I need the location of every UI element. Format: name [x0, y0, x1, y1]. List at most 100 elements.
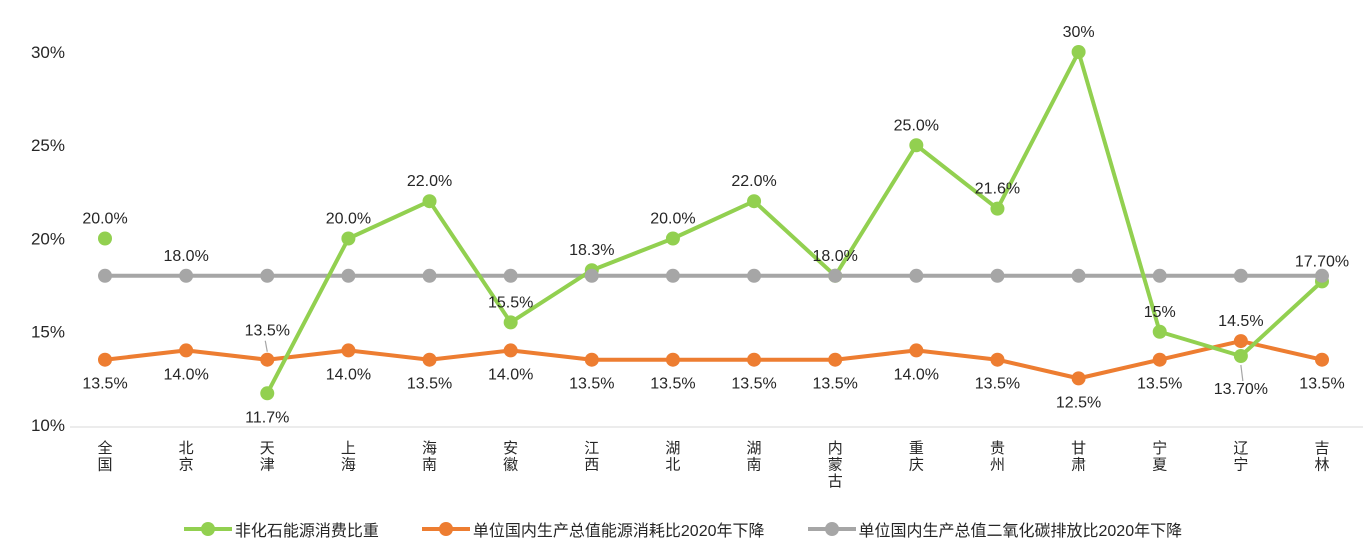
x-axis-category-label: 北京 [179, 440, 194, 474]
data-point-energy-intensity-reduction [260, 352, 275, 367]
series-line-energy-intensity-reduction [103, 339, 1324, 381]
data-label-energy-intensity-reduction: 13.5% [407, 376, 452, 393]
data-label-energy-intensity-reduction: 13.5% [82, 376, 127, 393]
data-point-non-fossil-energy-share [665, 231, 680, 246]
data-point-energy-intensity-reduction [503, 343, 518, 358]
data-point-energy-intensity-reduction [179, 343, 194, 358]
x-axis-category-label: 海南 [422, 440, 437, 474]
data-point-energy-intensity-reduction [1314, 352, 1329, 367]
data-label-non-fossil-energy-share: 20.0% [82, 211, 127, 228]
y-axis-tick-label: 20% [31, 229, 65, 248]
x-axis-category-label: 湖北 [665, 440, 680, 474]
data-point-energy-intensity-reduction [1233, 334, 1248, 349]
legend-item-non-fossil-energy-share[interactable]: 非化石能源消费比重 [183, 517, 379, 541]
x-axis-category-label: 贵州 [990, 440, 1005, 474]
data-label-non-fossil-energy-share: 13.70% [1214, 381, 1268, 398]
data-label-energy-intensity-reduction: 13.5% [975, 376, 1020, 393]
x-axis-category-label: 宁夏 [1152, 440, 1167, 474]
label-leader-line [264, 340, 268, 352]
data-point-energy-intensity-reduction [747, 352, 762, 367]
data-point-non-fossil-energy-share [341, 231, 356, 246]
x-axis-category-label: 内蒙古 [828, 440, 843, 490]
x-axis-category-label: 重庆 [909, 440, 924, 474]
data-label-non-fossil-energy-share: 22.0% [407, 173, 452, 190]
data-label-non-fossil-energy-share: 18.3% [569, 242, 614, 259]
data-point-non-fossil-energy-share [909, 138, 924, 153]
data-point-co2-intensity-reduction [98, 268, 112, 283]
x-axis-category-label: 天津 [260, 440, 275, 474]
data-label-energy-intensity-reduction: 13.5% [813, 376, 858, 393]
data-label-energy-intensity-reduction: 13.5% [569, 376, 614, 393]
data-label-energy-intensity-reduction: 13.5% [731, 376, 776, 393]
data-label-energy-intensity-reduction: 13.5% [1299, 376, 1344, 393]
legend-label: 非化石能源消费比重 [234, 523, 379, 540]
x-axis-category-label: 辽宁 [1233, 440, 1248, 474]
data-label-energy-intensity-reduction: 14.0% [326, 366, 371, 383]
data-point-energy-intensity-reduction [990, 352, 1005, 367]
data-label-energy-intensity-reduction: 14.0% [163, 366, 208, 383]
data-point-non-fossil-energy-share [260, 386, 275, 401]
data-label-energy-intensity-reduction: 14.5% [1218, 313, 1263, 330]
x-axis-category-label: 吉林 [1314, 440, 1329, 474]
data-point-energy-intensity-reduction [828, 352, 843, 367]
data-point-co2-intensity-reduction [828, 268, 843, 283]
y-axis-tick-label: 25% [31, 136, 65, 155]
data-point-energy-intensity-reduction [584, 352, 599, 367]
legend: 非化石能源消费比重 单位国内生产总值能源消耗比2020年下降 单位国内生产总值二… [0, 517, 1365, 541]
data-point-non-fossil-energy-share [1152, 324, 1167, 339]
data-point-co2-intensity-reduction [665, 268, 680, 283]
data-point-energy-intensity-reduction [1152, 352, 1167, 367]
legend-item-co2-intensity-reduction[interactable]: 单位国内生产总值二氧化碳排放比2020年下降 [807, 517, 1183, 541]
data-point-co2-intensity-reduction [909, 268, 924, 283]
label-leader-line [1240, 364, 1244, 382]
y-axis-tick-label: 10% [31, 416, 65, 435]
data-point-non-fossil-energy-share [1233, 348, 1248, 363]
legend-item-energy-intensity-reduction[interactable]: 单位国内生产总值能源消耗比2020年下降 [421, 517, 765, 541]
data-point-co2-intensity-reduction [422, 268, 437, 283]
data-label-non-fossil-energy-share: 22.0% [731, 173, 776, 190]
data-point-co2-intensity-reduction [179, 268, 194, 283]
data-point-energy-intensity-reduction [341, 343, 356, 358]
data-label-non-fossil-energy-share: 15% [1144, 304, 1176, 321]
data-point-co2-intensity-reduction [1314, 268, 1329, 283]
data-point-energy-intensity-reduction [1071, 371, 1086, 386]
data-point-co2-intensity-reduction [503, 268, 518, 283]
legend-label: 单位国内生产总值能源消耗比2020年下降 [472, 523, 765, 540]
data-point-co2-intensity-reduction [747, 268, 762, 283]
data-label-energy-intensity-reduction: 13.5% [245, 323, 290, 340]
data-point-non-fossil-energy-share [1071, 45, 1086, 59]
y-axis-tick-label: 15% [31, 323, 65, 342]
data-point-co2-intensity-reduction [1233, 268, 1248, 283]
data-point-co2-intensity-reduction [990, 268, 1005, 283]
legend-label: 单位国内生产总值二氧化碳排放比2020年下降 [858, 523, 1183, 540]
data-point-energy-intensity-reduction [422, 352, 437, 367]
data-label-non-fossil-energy-share: 20.0% [326, 211, 371, 228]
data-point-non-fossil-energy-share [98, 231, 112, 246]
data-label-energy-intensity-reduction: 13.5% [650, 376, 695, 393]
legend-marker-gray [807, 521, 857, 537]
data-label-energy-intensity-reduction: 12.5% [1056, 394, 1101, 411]
data-label-energy-intensity-reduction: 14.0% [488, 366, 533, 383]
data-point-co2-intensity-reduction [260, 268, 275, 283]
data-point-energy-intensity-reduction [665, 352, 680, 367]
data-point-energy-intensity-reduction [909, 343, 924, 358]
data-label-energy-intensity-reduction: 13.5% [1137, 376, 1182, 393]
data-point-non-fossil-energy-share [422, 194, 437, 209]
x-axis-category-label: 甘肃 [1071, 440, 1086, 474]
data-point-energy-intensity-reduction [98, 352, 112, 367]
data-point-non-fossil-energy-share [990, 201, 1005, 216]
data-label-non-fossil-energy-share: 15.5% [488, 294, 533, 311]
legend-marker-green [183, 521, 233, 537]
data-label-non-fossil-energy-share: 25.0% [894, 117, 939, 134]
data-point-co2-intensity-reduction [341, 268, 356, 283]
x-axis-category-label: 上海 [341, 440, 356, 474]
data-point-co2-intensity-reduction [1071, 268, 1086, 283]
data-label-non-fossil-energy-share: 20.0% [650, 211, 695, 228]
series-line-non-fossil-energy-share [265, 50, 1324, 396]
data-label-non-fossil-energy-share: 18.0% [813, 248, 858, 265]
x-axis-category-label: 江西 [584, 440, 599, 474]
data-label-co2-intensity-reduction: 18.0% [163, 248, 208, 265]
data-label-non-fossil-energy-share: 17.70% [1295, 253, 1349, 270]
